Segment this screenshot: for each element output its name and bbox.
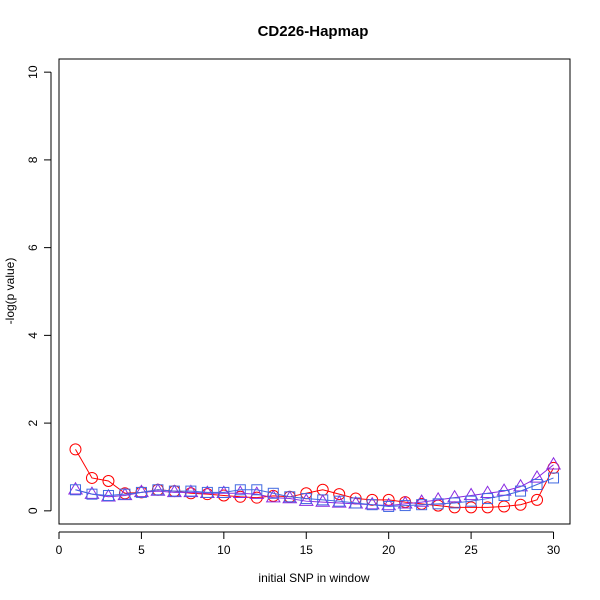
data-point — [432, 498, 444, 510]
x-tick-label: 25 — [464, 543, 478, 557]
data-point — [232, 485, 248, 498]
data-point — [531, 479, 543, 491]
data-point — [381, 497, 397, 511]
data-point — [366, 499, 378, 511]
data-point — [463, 487, 479, 501]
data-point — [498, 489, 510, 501]
series-line — [75, 477, 554, 507]
data-point — [480, 485, 496, 498]
data-point — [67, 481, 84, 495]
data-point — [447, 489, 463, 503]
data-point — [86, 488, 98, 500]
y-axis-label: -log(p value) — [3, 258, 17, 325]
x-tick-label: 0 — [56, 543, 63, 557]
data-point — [234, 490, 247, 503]
data-point — [249, 486, 265, 499]
data-point — [284, 491, 296, 503]
data-point — [482, 493, 494, 505]
y-tick-label: 2 — [26, 419, 40, 426]
x-tick-label: 5 — [138, 543, 145, 557]
data-point — [416, 499, 428, 511]
data-point — [201, 486, 213, 498]
data-point — [515, 485, 527, 497]
y-tick-label: 10 — [26, 65, 40, 79]
data-point — [397, 495, 413, 509]
y-tick-label: 6 — [26, 244, 40, 251]
x-tick-label: 30 — [547, 543, 561, 557]
y-tick-label: 8 — [26, 156, 40, 163]
data-point — [350, 497, 362, 509]
data-point — [548, 472, 560, 484]
y-axis: 0 2 4 6 8 10 — [26, 65, 52, 514]
data-point — [218, 486, 230, 498]
data-point — [481, 501, 494, 514]
data-point — [333, 488, 346, 501]
data-point — [529, 469, 545, 483]
data-point — [414, 494, 430, 507]
data-point — [267, 487, 279, 499]
data-point — [465, 495, 477, 507]
data-point — [102, 475, 115, 488]
series-square — [69, 472, 560, 512]
data-point — [85, 471, 98, 484]
data-point — [135, 486, 147, 498]
x-tick-label: 10 — [217, 543, 231, 557]
series-line — [75, 464, 554, 507]
x-axis-label: initial SNP in window — [258, 571, 369, 585]
data-point — [300, 493, 312, 505]
data-point — [383, 500, 395, 512]
data-point — [168, 485, 180, 497]
data-point — [514, 498, 527, 511]
x-axis: 0 5 10 15 20 25 30 — [56, 531, 561, 557]
data-point — [234, 484, 246, 496]
series-line — [75, 449, 554, 508]
data-point — [545, 456, 562, 470]
x-tick-label: 15 — [300, 543, 314, 557]
chart-title: CD226-Hapmap — [258, 23, 369, 40]
data-point — [298, 493, 314, 506]
data-point — [185, 485, 197, 497]
y-tick-label: 0 — [26, 507, 40, 514]
data-point — [251, 484, 263, 496]
y-tick-label: 4 — [26, 332, 40, 339]
data-point — [152, 484, 164, 496]
data-point — [119, 488, 131, 500]
data-point — [531, 493, 544, 506]
data-point — [315, 494, 331, 507]
data-point — [465, 501, 478, 514]
data-point — [69, 484, 81, 496]
data-point — [317, 494, 329, 506]
data-point — [333, 495, 345, 507]
series-circle — [69, 443, 560, 514]
x-tick-label: 20 — [382, 543, 396, 557]
data-point — [69, 443, 82, 456]
plot-frame — [58, 58, 571, 525]
data-point — [449, 497, 461, 509]
data-point — [364, 496, 380, 510]
data-point — [133, 484, 149, 498]
series-layer — [67, 443, 562, 514]
data-point — [399, 500, 411, 512]
data-point — [265, 489, 281, 503]
data-point — [250, 491, 263, 504]
data-point — [102, 489, 114, 501]
